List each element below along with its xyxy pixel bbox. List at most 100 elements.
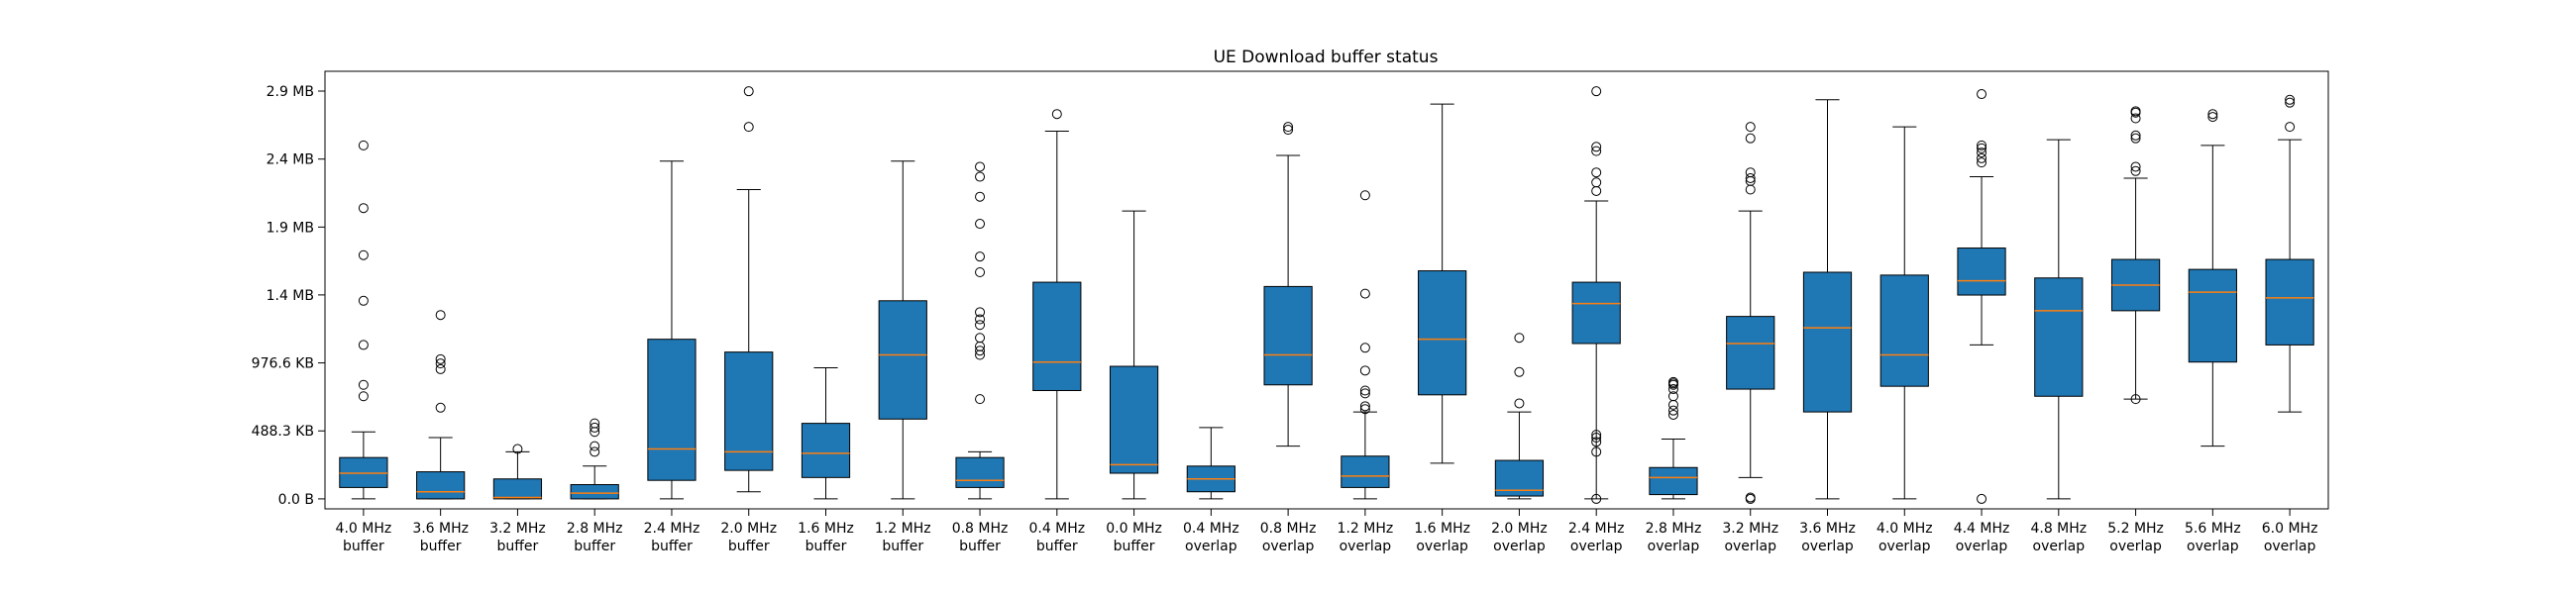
x-tick-label-group: overlap — [2033, 539, 2086, 554]
outlier-point — [2130, 161, 2141, 172]
outlier-point — [975, 394, 986, 405]
outlier-point — [435, 353, 446, 364]
x-tick-label-group: overlap — [1648, 539, 1700, 554]
x-tick-label-group: buffer — [728, 539, 770, 554]
outlier-point — [2207, 112, 2218, 123]
x-tick-label-frequency: 0.8 MHz — [1260, 521, 1317, 537]
x-tick-label-group: overlap — [1956, 539, 2008, 554]
x-tick-label-frequency: 4.0 MHz — [336, 521, 392, 537]
box-18 — [1726, 122, 1775, 504]
x-tick-label-frequency: 2.8 MHz — [1646, 521, 1702, 537]
outlier-point — [1514, 366, 1525, 377]
outlier-point — [1667, 399, 1678, 410]
iqr-box — [878, 300, 927, 420]
outlier-point — [1977, 157, 1987, 168]
box-25 — [2265, 94, 2314, 413]
iqr-box — [1418, 270, 1467, 396]
outlier-point — [1514, 398, 1525, 409]
iqr-box — [1879, 274, 1929, 387]
outlier-point — [743, 122, 754, 133]
x-tick-label-frequency: 4.4 MHz — [1954, 521, 2010, 537]
outlier-point — [1283, 125, 1294, 136]
x-tick-label-frequency: 5.6 MHz — [2185, 521, 2241, 537]
box-4 — [647, 160, 697, 500]
x-tick-label-frequency: 1.2 MHz — [875, 521, 931, 537]
x-tick-label-frequency: 3.6 MHz — [412, 521, 469, 537]
x-tick-label-group: buffer — [805, 539, 847, 554]
iqr-box — [1032, 281, 1082, 392]
outlier-point — [358, 203, 369, 214]
iqr-box — [1726, 316, 1775, 390]
outlier-point — [1591, 146, 1602, 156]
iqr-box — [1802, 271, 1853, 413]
box-22 — [2034, 139, 2084, 500]
outlier-point — [590, 427, 600, 438]
x-tick-label-frequency: 4.8 MHz — [2030, 521, 2087, 537]
box-19 — [1802, 99, 1853, 500]
outlier-point — [1591, 167, 1602, 178]
outlier-point — [1591, 437, 1602, 447]
outlier-point — [975, 349, 986, 360]
iqr-box — [724, 351, 774, 471]
outlier-point — [590, 422, 600, 433]
x-tick-label-group: overlap — [2109, 539, 2162, 554]
outlier-point — [975, 161, 986, 172]
outlier-point — [435, 402, 446, 413]
x-tick-label-group: overlap — [2264, 539, 2316, 554]
outlier-point — [1745, 122, 1756, 133]
box-24 — [2188, 109, 2237, 447]
x-tick-label-group: overlap — [1262, 539, 1315, 554]
outlier-point — [2130, 394, 2141, 405]
x-tick-label-frequency: 2.8 MHz — [567, 521, 623, 537]
outlier-point — [435, 363, 446, 374]
outlier-point — [1667, 405, 1678, 416]
outlier-point — [975, 314, 986, 325]
outlier-point — [1745, 493, 1756, 504]
outlier-point — [1977, 89, 1987, 100]
x-tick-label-frequency: 3.2 MHz — [1722, 521, 1778, 537]
x-tick-label-frequency: 2.4 MHz — [1568, 521, 1625, 537]
box-5 — [724, 86, 774, 493]
outlier-point — [512, 444, 523, 454]
y-axis: 0.0 B 488.3 KB 976.6 KB 1.4 MB 1.9 MB 2.4 MB 2… — [252, 84, 325, 508]
x-tick-label-frequency: 0.4 MHz — [1028, 521, 1085, 537]
outlier-point — [2285, 94, 2296, 105]
iqr-box — [955, 456, 1005, 488]
box-12 — [1263, 122, 1313, 447]
outlier-point — [1359, 365, 1370, 376]
outlier-point — [1359, 385, 1370, 396]
x-tick-label-group: buffer — [959, 539, 1001, 554]
box-11 — [1186, 427, 1235, 500]
outlier-point — [1359, 388, 1370, 399]
x-tick-label-group: buffer — [420, 539, 462, 554]
outlier-point — [1977, 493, 1987, 504]
x-tick-label-frequency: 0.0 MHz — [1106, 521, 1162, 537]
outlier-point — [1359, 404, 1370, 415]
y-tick-label: 1.4 MB — [267, 288, 314, 304]
x-tick-label-group: overlap — [2187, 539, 2239, 554]
x-tick-label-frequency: 1.6 MHz — [1414, 521, 1470, 537]
x-tick-label-frequency: 3.6 MHz — [1799, 521, 1856, 537]
outlier-point — [1591, 142, 1602, 152]
y-tick-label: 0.0 B — [278, 492, 314, 508]
outlier-point — [975, 307, 986, 318]
x-tick-label-frequency: 0.8 MHz — [952, 521, 1009, 537]
outlier-point — [975, 191, 986, 202]
box-7 — [878, 160, 927, 500]
x-tick-label-group: overlap — [1416, 539, 1468, 554]
outlier-point — [358, 340, 369, 350]
iqr-box — [1341, 455, 1390, 488]
y-tick-label: 2.4 MB — [267, 152, 314, 168]
box-21 — [1957, 89, 2006, 504]
iqr-box — [801, 423, 851, 478]
outlier-point — [1977, 140, 1987, 150]
x-tick-label-frequency: 1.2 MHz — [1338, 521, 1394, 537]
chart-title: UE Download buffer status — [1214, 48, 1439, 67]
x-tick-label-frequency: 2.0 MHz — [720, 521, 777, 537]
box-3 — [570, 418, 619, 500]
y-tick-label: 1.9 MB — [267, 220, 314, 236]
outlier-point — [2130, 133, 2141, 144]
box-series — [339, 86, 2314, 504]
outlier-point — [2207, 109, 2218, 120]
